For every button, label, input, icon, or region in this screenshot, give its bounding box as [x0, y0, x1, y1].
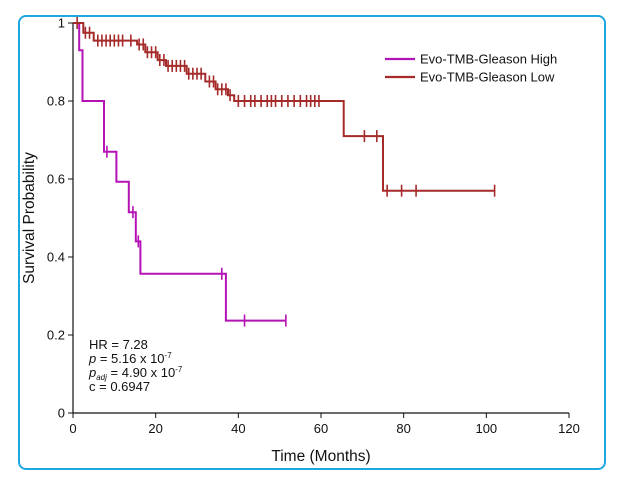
c-index-text: c = 0.6947: [89, 379, 150, 394]
y-tick-label: 0.2: [47, 328, 65, 343]
y-tick-label: 0: [58, 406, 65, 421]
padj-symbol: p: [88, 365, 96, 380]
padj-value-text: padj = 4.90 x 10-7: [88, 365, 183, 382]
x-tick-label: 120: [558, 421, 580, 436]
x-tick-label: 20: [148, 421, 162, 436]
x-tick-label: 100: [475, 421, 497, 436]
hr-text: HR = 7.28: [89, 337, 148, 352]
figure-frame: [18, 15, 606, 470]
series-high: [73, 22, 287, 327]
x-tick-label: 80: [396, 421, 410, 436]
x-tick-label: 0: [69, 421, 76, 436]
legend: Evo-TMB-Gleason High Evo-TMB-Gleason Low: [385, 52, 557, 85]
y-tick-label: 0.4: [47, 250, 65, 265]
survival-curves: [73, 17, 496, 327]
survival-curve: [73, 22, 286, 322]
survival-curve: [73, 22, 495, 192]
y-axis-label: Survival Probability: [21, 152, 38, 284]
statistics-annotation: HR = 7.28 p = 5.16 x 10-7 padj = 4.90 x …: [88, 337, 183, 394]
legend-label: Evo-TMB-Gleason Low: [420, 70, 555, 85]
padj-value: = 4.90 x 10: [107, 365, 175, 380]
padj-exponent: -7: [175, 365, 183, 374]
x-tick-label: 60: [314, 421, 328, 436]
p-exponent: -7: [165, 351, 173, 360]
p-value-text: p = 5.16 x 10-7: [88, 351, 172, 366]
x-tick-label: 40: [231, 421, 245, 436]
y-tick-label: 1: [58, 16, 65, 31]
legend-label: Evo-TMB-Gleason High: [420, 52, 557, 67]
y-tick-label: 0.8: [47, 94, 65, 109]
series-low: [73, 17, 496, 197]
padj-subscript: adj: [96, 373, 107, 382]
p-symbol: p: [88, 351, 96, 366]
p-value: = 5.16 x 10: [96, 351, 164, 366]
x-axis-label: Time (Months): [271, 448, 370, 465]
y-tick-label: 0.6: [47, 172, 65, 187]
axes: 0 20 40 60 80 100 120 0 0.2 0.4 0.6 0.8 1 Time (Month…: [21, 16, 580, 466]
